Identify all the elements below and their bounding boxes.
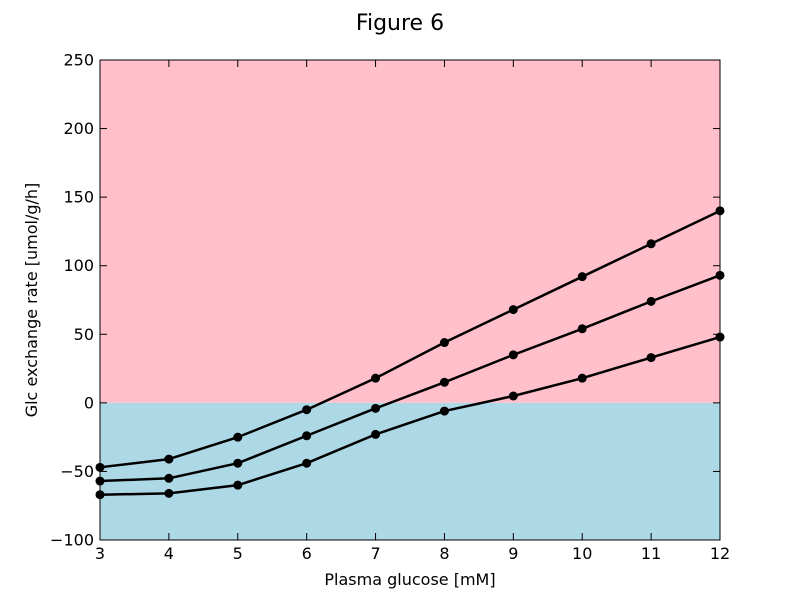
series-1-point [233, 432, 243, 442]
series-2-point [164, 473, 174, 483]
series-1-point [439, 338, 449, 348]
chart-title: Figure 6 [356, 11, 444, 36]
x-tick-label: 3 [95, 544, 105, 563]
series-1-point [508, 305, 518, 315]
series-1 [95, 206, 725, 472]
series-3-point [646, 353, 656, 363]
series-3-point [508, 391, 518, 401]
y-tick-label: −100 [50, 531, 94, 550]
series-2-point [577, 324, 587, 334]
series-3-point [302, 458, 312, 468]
series-1-point [302, 405, 312, 415]
series-1-point [646, 239, 656, 249]
y-tick-label: 250 [63, 51, 94, 70]
series-2-point [646, 296, 656, 306]
series-3-point [371, 429, 381, 439]
series-2-line [99, 274, 721, 483]
series-3-point [233, 480, 243, 490]
series-1-point [164, 454, 174, 464]
y-tick-label: 100 [63, 256, 94, 275]
series-2-point [439, 377, 449, 387]
y-tick-label: 200 [63, 119, 94, 138]
x-tick-label: 9 [508, 544, 518, 563]
series-2-point [371, 403, 381, 413]
y-tick-label: 0 [84, 393, 94, 412]
x-tick-label: 4 [164, 544, 174, 563]
y-tick-label: 150 [63, 188, 94, 207]
series-3 [95, 332, 725, 500]
series-3-line [99, 335, 721, 496]
series-2-point [508, 350, 518, 360]
series-3-point [439, 406, 449, 416]
series-3-point [164, 488, 174, 498]
series-1-point [371, 373, 381, 383]
x-axis-ticks: 3 4 5 6 7 8 9 10 11 12 [95, 60, 730, 563]
x-tick-label: 7 [370, 544, 380, 563]
background-regions [100, 60, 720, 540]
x-tick-label: 8 [439, 544, 449, 563]
background-region-0 [100, 60, 720, 403]
x-tick-label: 12 [710, 544, 730, 563]
series-2-point [302, 431, 312, 441]
y-tick-label: 50 [74, 325, 94, 344]
x-tick-label: 10 [572, 544, 592, 563]
y-axis-label: Glc exchange rate [umol/g/h] [22, 183, 41, 418]
series-3-point [577, 373, 587, 383]
series-1-point [577, 272, 587, 282]
x-tick-label: 6 [302, 544, 312, 563]
series-layer [95, 206, 725, 500]
plot-frame [99, 59, 721, 541]
x-tick-label: 5 [233, 544, 243, 563]
x-tick-label: 11 [641, 544, 661, 563]
series-2-point [233, 458, 243, 468]
y-axis-ticks: −100 −50 0 50 100 150 200 250 [50, 51, 720, 550]
y-tick-label: −50 [60, 462, 94, 481]
series-1-line [99, 209, 721, 469]
x-axis-label: Plasma glucose [mM] [324, 570, 495, 589]
